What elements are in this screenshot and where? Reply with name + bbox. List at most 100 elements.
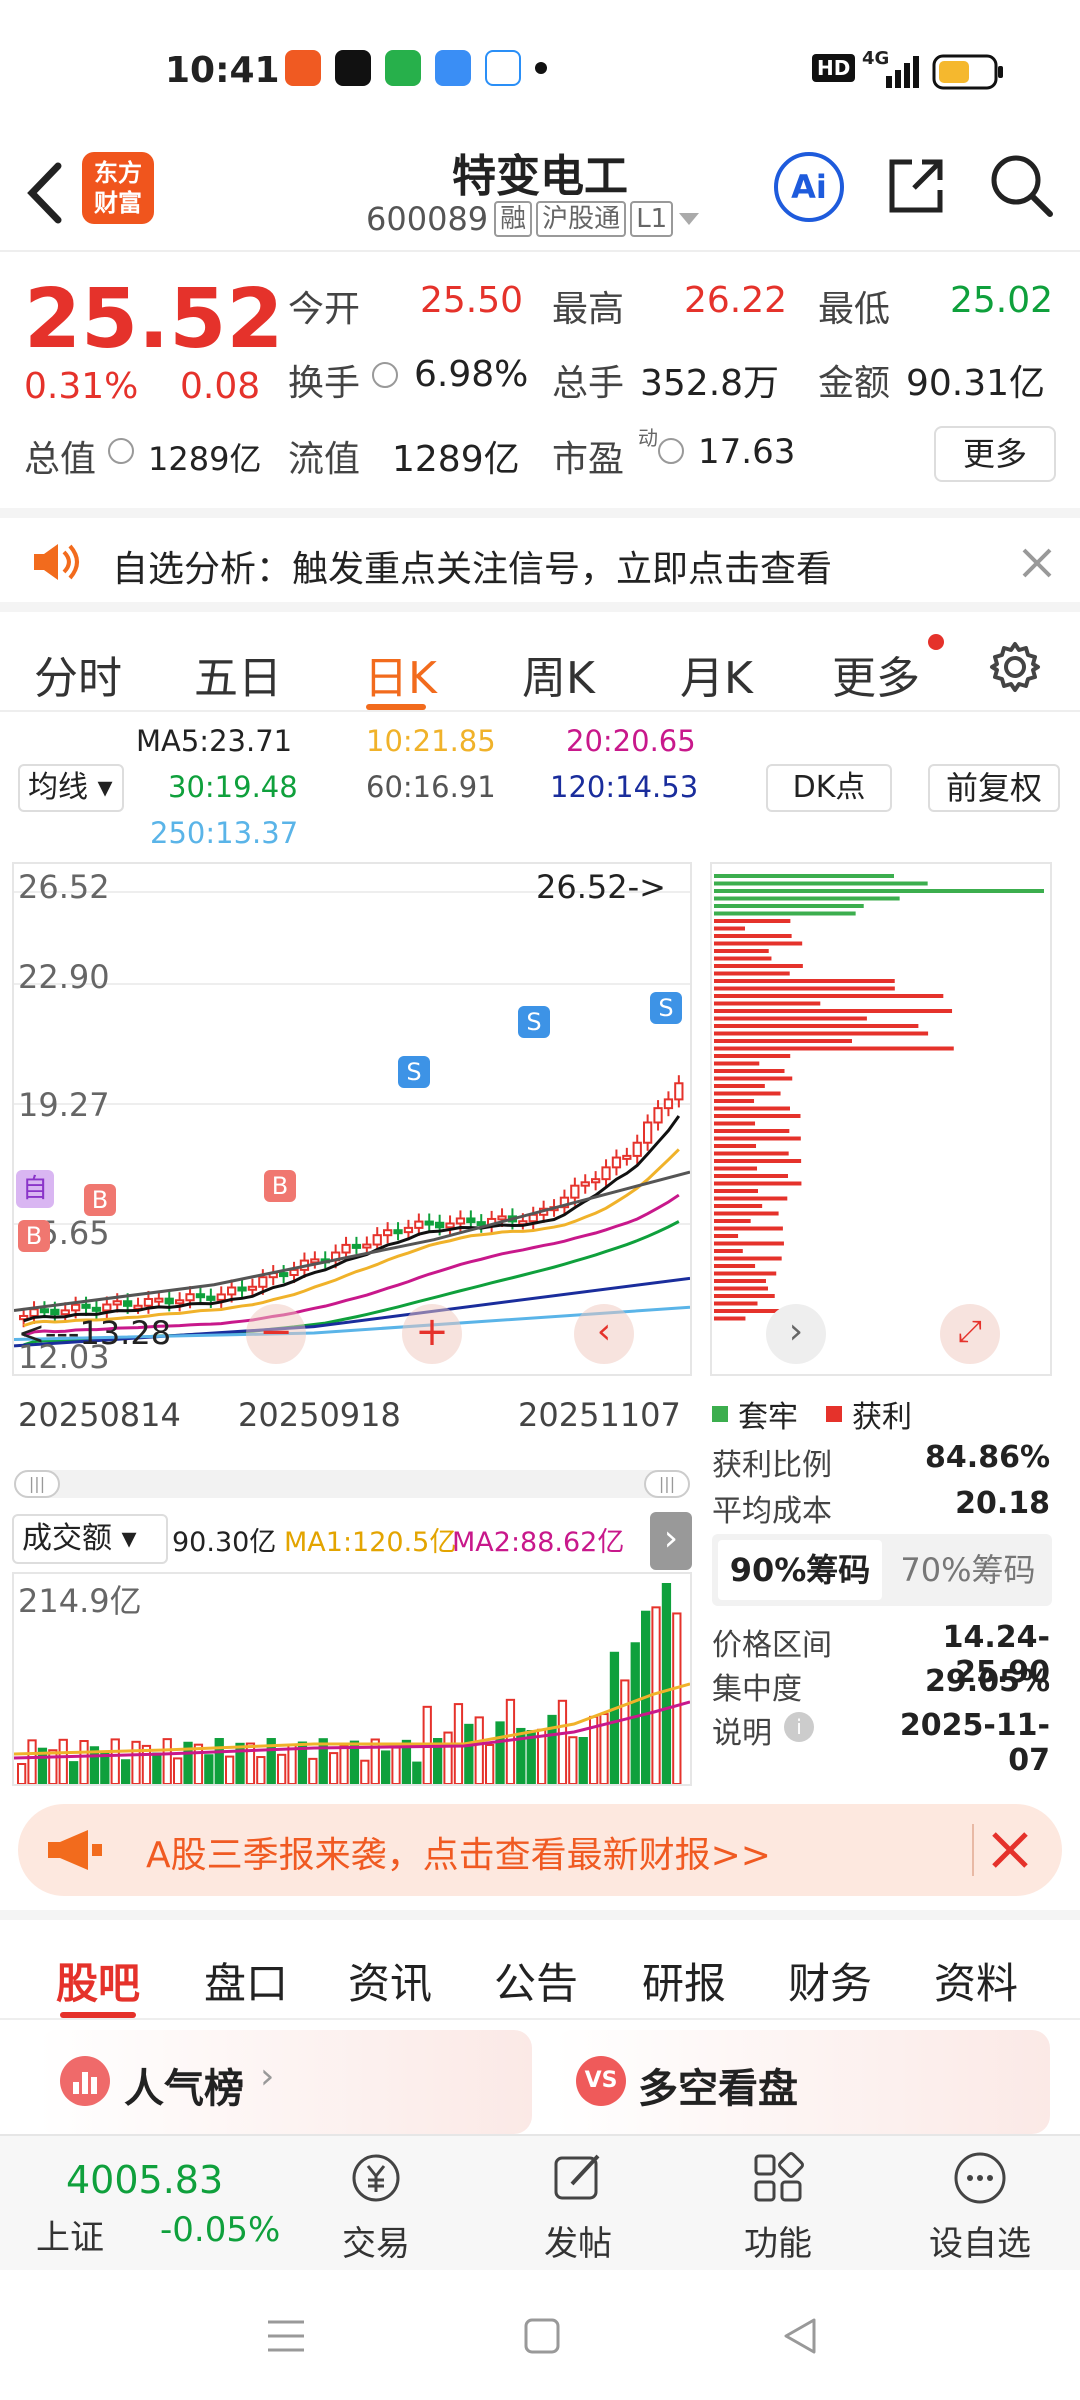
candle bbox=[81, 1303, 91, 1309]
sell-badge[interactable]: S bbox=[398, 1056, 430, 1088]
ai-button[interactable]: Ai bbox=[774, 152, 844, 222]
low-marker: <---13.28 bbox=[18, 1314, 172, 1352]
tab-monthly-k[interactable]: 月K bbox=[680, 653, 753, 704]
chip-bar bbox=[714, 1031, 929, 1036]
candle bbox=[71, 1303, 81, 1312]
tab-five-day[interactable]: 五日 bbox=[194, 653, 282, 704]
candle bbox=[237, 1286, 247, 1292]
buy-badge[interactable]: B bbox=[18, 1220, 50, 1252]
nav-trade[interactable]: 交易 bbox=[306, 2148, 446, 2265]
scroller-left-handle[interactable]: ||| bbox=[14, 1470, 60, 1498]
info-icon[interactable]: i bbox=[784, 1712, 814, 1742]
tab-90-chips[interactable]: 90%筹码 bbox=[718, 1540, 882, 1600]
candle bbox=[164, 1297, 174, 1305]
chip-bar bbox=[714, 1309, 781, 1313]
ma-select[interactable]: 均线 ▾ bbox=[18, 764, 124, 812]
bottom-nav: 4005.83 上证 -0.05% 交易 发帖 功能 设自选 bbox=[0, 2134, 1080, 2270]
concentration-label: 集中度 bbox=[712, 1672, 802, 1707]
tab-intraday[interactable]: 分时 bbox=[34, 653, 122, 704]
notice-bar[interactable]: 自选分析：触发重点关注信号，立即点击查看 bbox=[0, 508, 1080, 602]
nav-post[interactable]: 发帖 bbox=[508, 2148, 648, 2265]
popularity-card[interactable]: 人气榜 › bbox=[38, 2030, 532, 2134]
tab-handicap[interactable]: 盘口 bbox=[204, 1959, 289, 2008]
float-label: 流值 bbox=[288, 439, 361, 480]
chip-bar bbox=[714, 1061, 760, 1066]
kline-chart[interactable]: 26.52 22.90 19.27 15.65 12.03 26.52-> <-… bbox=[12, 862, 692, 1376]
back-icon[interactable] bbox=[780, 2314, 820, 2358]
candle bbox=[372, 1234, 382, 1246]
candle bbox=[445, 1222, 455, 1229]
fullscreen-icon[interactable]: ⤢ bbox=[940, 1304, 1000, 1364]
tab-forum[interactable]: 股吧 bbox=[56, 1959, 141, 2008]
note-label: 说明 bbox=[712, 1716, 772, 1751]
close-icon[interactable] bbox=[1020, 546, 1054, 580]
last-price: 25.52 bbox=[24, 272, 284, 367]
volume-chart[interactable]: 214.9亿 bbox=[12, 1572, 692, 1786]
y-axis-label: 22.90 bbox=[18, 958, 110, 996]
info-icon[interactable] bbox=[658, 438, 684, 464]
buy-badge[interactable]: B bbox=[84, 1184, 116, 1216]
turnover-value: 6.98% bbox=[414, 354, 529, 395]
tab-finance[interactable]: 财务 bbox=[788, 1959, 873, 2008]
volume-select[interactable]: 成交额 ▾ bbox=[12, 1514, 168, 1564]
sell-badge[interactable]: S bbox=[518, 1006, 550, 1038]
signal-icon bbox=[886, 56, 919, 88]
bull-bear-card[interactable]: VS 多空看盘 bbox=[554, 2030, 1050, 2134]
scroll-left-button[interactable]: ‹ bbox=[574, 1304, 634, 1364]
adjust-select[interactable]: 前复权 bbox=[928, 764, 1060, 812]
tab-research[interactable]: 研报 bbox=[642, 1959, 727, 2008]
chip-bar bbox=[714, 1136, 801, 1141]
nav-add-watchlist[interactable]: 设自选 bbox=[910, 2148, 1050, 2265]
volume-bar bbox=[381, 1750, 391, 1785]
chip-distribution[interactable]: › ⤢ bbox=[710, 862, 1052, 1376]
more-quote-button[interactable]: 更多 bbox=[934, 426, 1056, 482]
index-pct[interactable]: -0.05% bbox=[160, 2210, 281, 2250]
back-arrow-icon[interactable] bbox=[22, 158, 66, 228]
index-name[interactable]: 上证 bbox=[36, 2218, 104, 2258]
tab-news[interactable]: 资讯 bbox=[348, 1959, 433, 2008]
volume-bar bbox=[672, 1612, 682, 1786]
index-value[interactable]: 4005.83 bbox=[66, 2158, 224, 2202]
candle bbox=[102, 1303, 112, 1312]
chip-bar bbox=[714, 926, 746, 931]
report-banner[interactable]: A股三季报来袭，点击查看最新财报>> bbox=[18, 1804, 1062, 1896]
settings-gear-icon[interactable] bbox=[988, 640, 1042, 694]
nav-functions[interactable]: 功能 bbox=[708, 2148, 848, 2265]
self-select-badge[interactable]: 自 bbox=[16, 1170, 54, 1208]
tab-weekly-k[interactable]: 周K bbox=[522, 653, 595, 704]
candle bbox=[559, 1196, 570, 1209]
chip-bar bbox=[714, 971, 790, 976]
volume-bar bbox=[412, 1761, 422, 1785]
info-icon[interactable] bbox=[108, 438, 134, 464]
info-icon[interactable] bbox=[372, 362, 398, 388]
volume-bar bbox=[79, 1740, 89, 1785]
tab-70-chips[interactable]: 70%筹码 bbox=[900, 1551, 1036, 1589]
tab-announcements[interactable]: 公告 bbox=[494, 1959, 579, 2008]
time-scroller[interactable]: ||| ||| bbox=[14, 1470, 690, 1498]
sell-badge[interactable]: S bbox=[650, 992, 682, 1024]
volume-label: 总手 bbox=[552, 363, 625, 404]
stock-code-row[interactable]: 600089 融 沪股通 L1 bbox=[366, 200, 701, 238]
buy-badge[interactable]: B bbox=[264, 1170, 296, 1202]
expand-right-button[interactable]: › bbox=[650, 1512, 692, 1570]
tab-daily-k[interactable]: 日K bbox=[364, 653, 437, 704]
tab-more[interactable]: 更多 bbox=[832, 653, 920, 704]
candle bbox=[622, 1154, 632, 1160]
zoom-in-button[interactable]: + bbox=[402, 1304, 462, 1364]
search-icon[interactable] bbox=[988, 152, 1054, 218]
close-icon[interactable] bbox=[990, 1830, 1030, 1870]
chart-icon bbox=[60, 2056, 110, 2106]
dk-point-button[interactable]: DK点 bbox=[766, 764, 892, 812]
chip-bar bbox=[714, 1279, 766, 1283]
scroller-right-handle[interactable]: ||| bbox=[644, 1470, 690, 1498]
eastmoney-logo[interactable]: 东方 财富 bbox=[82, 152, 154, 224]
menu-icon[interactable] bbox=[264, 2316, 308, 2356]
mcap-label: 总值 bbox=[24, 439, 97, 480]
share-icon[interactable] bbox=[884, 154, 948, 218]
home-icon[interactable] bbox=[522, 2316, 562, 2356]
zoom-out-button[interactable]: − bbox=[246, 1304, 306, 1364]
chip-bar bbox=[714, 964, 803, 968]
tab-profile[interactable]: 资料 bbox=[934, 1959, 1019, 2008]
candle bbox=[258, 1276, 268, 1288]
expand-left-button[interactable]: › bbox=[766, 1304, 826, 1364]
